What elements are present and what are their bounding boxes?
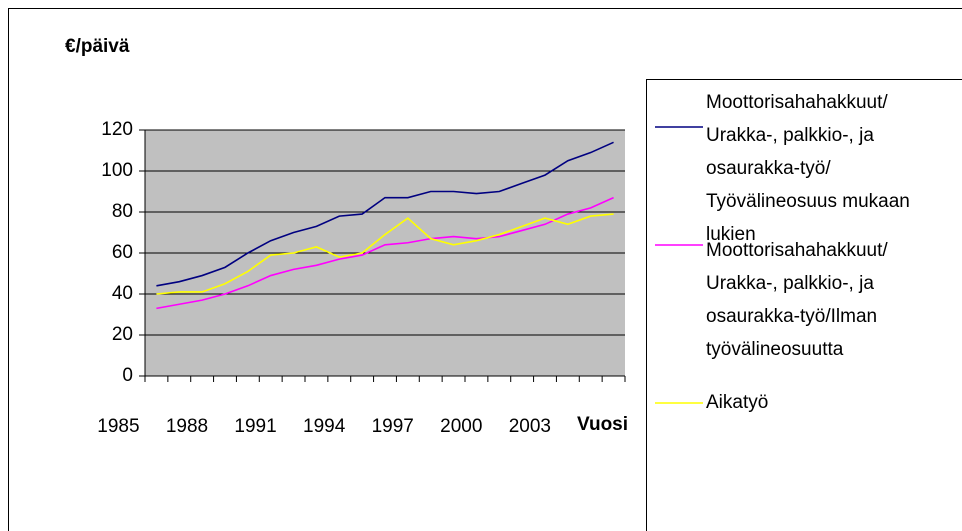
legend-label: Aikatyö bbox=[706, 392, 769, 413]
y-tick-label: 120 bbox=[101, 119, 133, 140]
y-tick-label: 40 bbox=[112, 283, 133, 304]
chart-border bbox=[8, 8, 962, 531]
y-tick-label: 100 bbox=[101, 160, 133, 181]
x-tick-label: 2003 bbox=[509, 416, 551, 437]
x-tick-label: 1997 bbox=[372, 416, 414, 437]
y-tick-label: 60 bbox=[112, 242, 133, 263]
legend-box bbox=[646, 79, 962, 531]
x-tick-label: 2000 bbox=[440, 416, 482, 437]
chart-title: €/päivä bbox=[65, 36, 130, 57]
x-tick-label: 1994 bbox=[303, 416, 346, 437]
x-axis-title: Vuosi bbox=[577, 414, 628, 435]
x-tick-label: 1985 bbox=[97, 416, 139, 437]
x-tick-label: 1991 bbox=[234, 416, 276, 437]
y-tick-label: 0 bbox=[122, 365, 133, 386]
data-line bbox=[156, 141, 614, 287]
y-tick-label: 80 bbox=[112, 201, 133, 222]
legend-label: Moottorisahahakkuut/Urakka-, palkkio-, j… bbox=[706, 240, 888, 360]
legend-label: Moottorisahahakkuut/Urakka-, palkkio-, j… bbox=[706, 92, 910, 245]
data-line bbox=[156, 213, 614, 295]
x-tick-label: 1988 bbox=[166, 416, 208, 437]
y-tick-label: 20 bbox=[112, 324, 133, 345]
data-line bbox=[156, 196, 614, 310]
